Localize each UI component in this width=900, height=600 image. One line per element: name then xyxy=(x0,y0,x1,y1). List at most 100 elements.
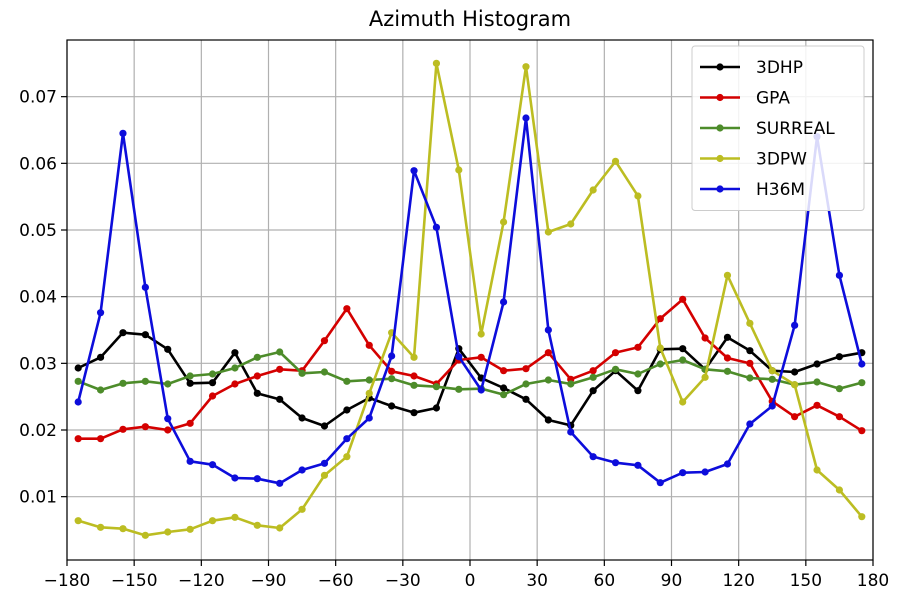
data-point-gpa xyxy=(656,315,664,323)
data-point-3dhp xyxy=(164,345,172,353)
data-point-3dpw xyxy=(141,531,149,539)
data-point-gpa xyxy=(164,426,172,434)
series-line-h36m xyxy=(76,116,864,485)
data-point-h36m xyxy=(186,457,194,465)
data-point-3dpw xyxy=(432,59,441,67)
data-point-h36m xyxy=(791,321,799,329)
data-point-gpa xyxy=(746,359,754,367)
data-point-3dpw xyxy=(858,513,866,521)
data-point-3dpw xyxy=(320,471,329,479)
data-point-3dpw xyxy=(499,218,508,226)
x-tick-label: 30 xyxy=(526,571,548,591)
data-point-surreal xyxy=(388,375,396,383)
data-point-3dhp xyxy=(231,349,239,357)
data-point-h36m xyxy=(589,453,597,461)
legend-marker-3dhp xyxy=(716,63,724,71)
y-tick-label: 0.04 xyxy=(19,288,57,308)
data-point-3dhp xyxy=(432,404,441,412)
data-point-3dpw xyxy=(231,513,239,521)
data-point-gpa xyxy=(253,372,261,380)
series-3dpw xyxy=(74,59,866,539)
legend-marker-3dpw xyxy=(716,154,724,163)
data-point-3dpw xyxy=(589,186,597,194)
x-tick-label: −30 xyxy=(385,571,421,591)
data-point-h36m xyxy=(231,474,239,482)
x-tick-label: −150 xyxy=(111,571,158,591)
data-point-surreal xyxy=(768,375,776,383)
data-point-3dhp xyxy=(723,333,732,341)
data-point-3dhp xyxy=(208,379,217,387)
data-point-3dhp xyxy=(388,402,396,410)
series-line-gpa xyxy=(78,298,863,440)
data-point-surreal xyxy=(164,380,172,388)
data-point-gpa xyxy=(388,367,396,375)
data-point-3dhp xyxy=(634,387,642,395)
data-point-gpa xyxy=(96,435,105,443)
data-point-3dpw xyxy=(74,517,82,525)
data-point-surreal xyxy=(432,383,441,391)
data-point-3dpw xyxy=(746,319,754,327)
data-point-surreal xyxy=(746,374,754,382)
data-point-gpa xyxy=(365,341,373,349)
data-point-gpa xyxy=(186,419,194,427)
data-point-surreal xyxy=(141,377,149,385)
data-point-gpa xyxy=(141,423,149,431)
data-point-3dpw xyxy=(164,528,172,536)
data-point-h36m xyxy=(208,461,217,469)
data-point-3dpw xyxy=(410,353,418,361)
data-point-h36m xyxy=(320,459,329,467)
data-point-3dpw xyxy=(611,157,620,165)
data-point-surreal xyxy=(231,364,239,372)
data-point-gpa xyxy=(634,343,642,351)
data-point-surreal xyxy=(298,369,306,377)
data-point-3dpw xyxy=(477,330,485,338)
data-point-gpa xyxy=(544,349,552,357)
y-tick-label: 0.01 xyxy=(19,488,57,508)
data-point-h36m xyxy=(656,479,664,487)
legend: 3DHP GPA SURREAL 3DPW H36M xyxy=(691,45,865,211)
data-point-h36m xyxy=(723,460,732,468)
data-point-h36m xyxy=(746,420,754,428)
data-point-surreal xyxy=(410,381,418,389)
data-point-gpa xyxy=(813,401,821,409)
data-point-3dpw xyxy=(186,525,194,533)
data-point-3dhp xyxy=(499,384,508,392)
x-tick-label: 180 xyxy=(857,571,889,591)
x-axis-ticks: −180 −150 −120 −90 −60 −30 0 30 60 90 120 150 180 xyxy=(44,560,889,591)
data-point-h36m xyxy=(611,459,620,467)
data-point-h36m xyxy=(141,283,149,291)
data-point-gpa xyxy=(276,365,284,373)
data-point-gpa xyxy=(679,295,687,303)
data-point-3dhp xyxy=(791,368,799,376)
data-point-gpa xyxy=(231,380,239,388)
data-point-h36m xyxy=(477,386,485,394)
data-point-3dpw xyxy=(253,521,261,529)
data-point-surreal xyxy=(679,356,687,364)
data-point-h36m xyxy=(835,271,844,279)
data-point-h36m xyxy=(432,223,441,231)
legend-label-surreal: SURREAL xyxy=(756,119,835,139)
data-point-surreal xyxy=(343,377,351,385)
legend-marker-surreal xyxy=(716,124,724,132)
data-point-gpa xyxy=(119,425,127,433)
data-point-3dpw xyxy=(276,524,284,532)
series-lines xyxy=(74,59,866,539)
data-point-3dhp xyxy=(96,353,105,361)
legend-marker-h36m xyxy=(716,185,724,193)
x-tick-label: −120 xyxy=(178,571,225,591)
data-point-h36m xyxy=(858,360,866,368)
data-point-3dhp xyxy=(679,345,687,353)
x-tick-label: 90 xyxy=(661,571,683,591)
series-line-3dpw xyxy=(77,62,863,537)
legend-label-h36m: H36M xyxy=(756,180,805,200)
data-point-h36m xyxy=(768,402,776,410)
y-tick-label: 0.02 xyxy=(19,421,57,441)
data-point-h36m xyxy=(499,298,508,306)
data-point-gpa xyxy=(858,427,866,435)
data-point-3dhp xyxy=(835,353,844,361)
data-point-3dpw xyxy=(656,344,664,352)
legend-box xyxy=(691,45,865,211)
data-point-3dpw xyxy=(298,505,306,513)
data-point-surreal xyxy=(858,379,866,387)
